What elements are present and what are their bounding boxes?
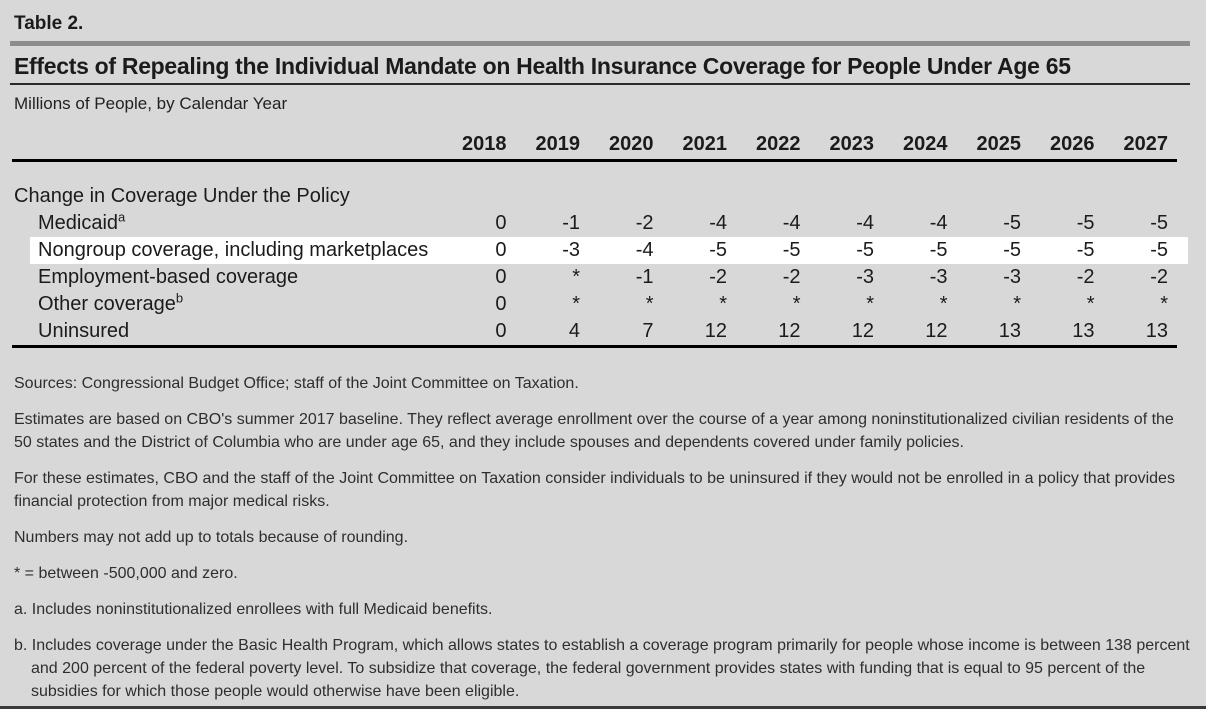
table-cell: -2 <box>1150 266 1168 288</box>
row-label-other: Other coverageb <box>38 290 184 315</box>
table-cell: * <box>572 266 580 288</box>
table-cell: 0 <box>495 239 507 261</box>
table-bottom-rule <box>12 345 1177 348</box>
coverage-table: 2018 2019 2020 2021 2022 2023 2024 2025 … <box>0 130 1206 348</box>
section-header-label: Change in Coverage Under the Policy <box>14 185 350 207</box>
footnote-marker-b: b <box>175 290 184 306</box>
row-label-employment: Employment-based coverage <box>38 266 299 288</box>
row-nongroup-coverage: Nongroup coverage, including marketplace… <box>0 237 1206 264</box>
table-cell: * <box>645 293 654 315</box>
year-header-2022: 2022 <box>756 133 801 155</box>
year-header-2023: 2023 <box>829 133 875 155</box>
table-cell: -4 <box>929 212 948 234</box>
table-cell: -2 <box>635 212 654 234</box>
table-cell: -5 <box>856 239 874 261</box>
year-header-2018: 2018 <box>462 133 507 155</box>
table-header-rule <box>12 159 1177 162</box>
asterisk-definition-note: * = between -500,000 and zero. <box>14 565 238 582</box>
row-label-uninsured: Uninsured <box>38 320 130 342</box>
table-cell: -3 <box>856 266 874 288</box>
year-header-2020: 2020 <box>609 133 654 155</box>
row-employment-based-coverage: Employment-based coverage 0 * -1 -2 -2 -… <box>0 264 1206 291</box>
table-cell: -3 <box>1003 266 1021 288</box>
table-cell: -2 <box>1076 266 1095 288</box>
table-number-label: Table 2. <box>14 13 84 34</box>
table-body: Change in Coverage Under the Policy Medi… <box>0 183 1206 345</box>
table-cell: 12 <box>778 320 801 342</box>
table-cell: -4 <box>635 239 654 261</box>
table-cell: 13 <box>998 320 1021 342</box>
table-cell: 12 <box>704 320 727 342</box>
table-cell: 0 <box>495 320 507 342</box>
table-cell: -5 <box>1150 212 1168 234</box>
row-label-nongroup: Nongroup coverage, including marketplace… <box>38 239 429 261</box>
row-uninsured: Uninsured 0 4 7 12 12 12 12 13 13 13 <box>0 318 1206 345</box>
table-cell: -5 <box>1076 212 1095 234</box>
year-header-2027: 2027 <box>1123 133 1169 155</box>
table-cell: -2 <box>709 266 727 288</box>
table-header-row: 2018 2019 2020 2021 2022 2023 2024 2025 … <box>0 130 1206 156</box>
table-cell: 0 <box>495 293 507 315</box>
table-cell: * <box>939 293 948 315</box>
table-cell: 13 <box>1072 320 1095 342</box>
row-section-header: Change in Coverage Under the Policy <box>0 183 1206 210</box>
table-cell: * <box>572 293 580 315</box>
year-header-2024: 2024 <box>903 133 948 155</box>
table-cell: -5 <box>1003 239 1021 261</box>
table-cell: -3 <box>929 266 948 288</box>
table-cell: -4 <box>856 212 874 234</box>
footnote-a: a. Includes noninstitutionalized enrolle… <box>14 601 493 618</box>
table-cell: -1 <box>635 266 654 288</box>
table-cell: 7 <box>642 320 654 342</box>
table-cell: -4 <box>782 212 801 234</box>
header-gray-rule <box>10 41 1190 46</box>
row-other-coverage: Other coverageb 0 * * * * * * * * * <box>0 291 1206 318</box>
year-header-2021: 2021 <box>682 133 728 155</box>
footnote-b: b. Includes coverage under the Basic Hea… <box>14 637 1190 700</box>
table-cell: * <box>1160 293 1168 315</box>
table-cell: -1 <box>562 212 580 234</box>
uninsured-definition-note: For these estimates, CBO and the staff o… <box>14 470 1175 510</box>
table-cell: -5 <box>1076 239 1095 261</box>
table-units-subtitle: Millions of People, by Calendar Year <box>14 94 288 113</box>
footnote-marker-a: a <box>118 209 126 225</box>
year-header-2019: 2019 <box>535 133 581 155</box>
baseline-note: Estimates are based on CBO's summer 2017… <box>14 411 1174 451</box>
table-cell: -5 <box>1003 212 1021 234</box>
table-cell: 12 <box>925 320 948 342</box>
table-cell: 12 <box>851 320 874 342</box>
table-cell: * <box>719 293 727 315</box>
table-cell: * <box>866 293 874 315</box>
table-cell: 0 <box>495 266 507 288</box>
title-underline-rule <box>10 83 1190 85</box>
page-title: Effects of Repealing the Individual Mand… <box>14 53 1071 79</box>
table-cell: -5 <box>1150 239 1168 261</box>
rounding-note: Numbers may not add up to totals because… <box>14 529 409 546</box>
page-bottom-rule <box>0 706 1206 709</box>
table-notes: Sources: Congressional Budget Office; st… <box>14 372 1196 703</box>
table-cell: * <box>1013 293 1021 315</box>
table-cell: -5 <box>782 239 801 261</box>
year-header-2026: 2026 <box>1050 133 1095 155</box>
table-cell: 13 <box>1145 320 1168 342</box>
sources-note: Sources: Congressional Budget Office; st… <box>14 375 579 392</box>
year-header-2025: 2025 <box>976 133 1022 155</box>
table-cell: -5 <box>929 239 948 261</box>
table-cell: -2 <box>782 266 801 288</box>
table-cell: 4 <box>568 320 580 342</box>
table-cell: * <box>792 293 801 315</box>
table-cell: -3 <box>562 239 580 261</box>
table-cell: 0 <box>495 212 507 234</box>
table-cell: -5 <box>709 239 727 261</box>
row-medicaid: Medicaida 0 -1 -2 -4 -4 -4 -4 -5 -5 -5 <box>0 210 1206 237</box>
table-cell: * <box>1086 293 1095 315</box>
table-cell: -4 <box>709 212 727 234</box>
row-label-medicaid: Medicaida <box>38 209 126 234</box>
